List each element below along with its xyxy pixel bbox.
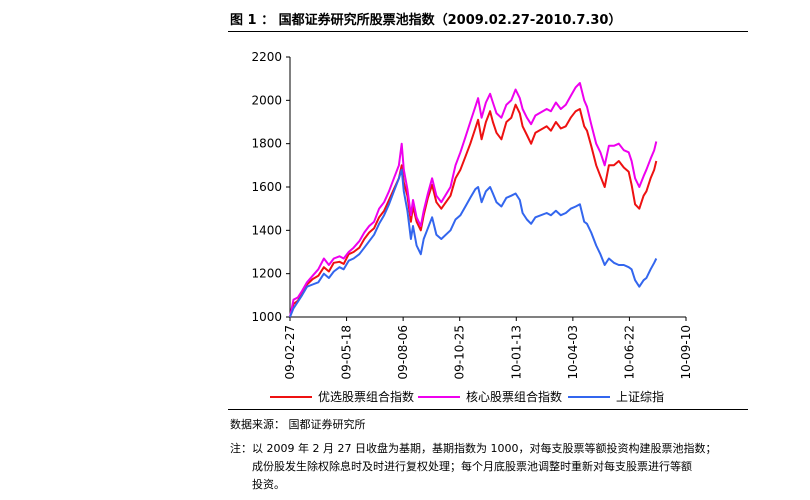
figure-title: 图 1 ： 国都证券研究所股票池指数（2009.02.27-2010.7.30） (230, 13, 622, 28)
y-tick-label: 1600 (251, 180, 282, 194)
series-line (289, 103, 658, 318)
legend-label: 核心股票组合指数 (466, 389, 562, 404)
y-tick-label: 1400 (251, 223, 282, 237)
legend-label: 上证综指 (616, 389, 664, 404)
data-source: 数据来源： 国都证券研究所 (230, 418, 366, 431)
x-tick-label: 09-10-25 (453, 325, 467, 379)
series-line (289, 82, 658, 318)
legend-label: 优选股票组合指数 (318, 389, 414, 404)
x-tick-label: 10-06-22 (622, 325, 636, 379)
y-tick-label: 1000 (251, 310, 282, 324)
plot-area: 1000 1200 1400 1600 1800 2000 2200 09-02-27 09-0… (251, 50, 693, 379)
x-tick-label: 09-08-06 (396, 325, 410, 379)
legend: 优选股票组合指数 核心股票组合指数 上证综指 (270, 389, 664, 404)
y-tick-label: 2200 (251, 50, 282, 64)
x-tick-label: 10-04-03 (566, 325, 580, 379)
x-tick-label: 10-01-13 (509, 325, 523, 379)
top-rule (228, 31, 748, 32)
x-tick-label: 10-09-10 (679, 325, 693, 379)
notes: 注：以 2009 年 2 月 27 日收盘为基期，基期指数为 1000，对每支股… (230, 440, 716, 494)
x-tick-label: 09-02-27 (283, 325, 297, 379)
y-tick-label: 1200 (251, 267, 282, 281)
line-chart: 1000 1200 1400 1600 1800 2000 2200 09-02-27 09-0… (251, 50, 693, 404)
note-line: 注：以 2009 年 2 月 27 日收盘为基期，基期指数为 1000，对每支股… (230, 442, 717, 455)
note-line: 成份股发生除权除息时及时进行复权处理；每个月底股票池调整时重新对每支股票进行等额 (252, 460, 692, 473)
x-tick-label: 09-05-18 (340, 325, 354, 379)
y-tick-label: 2000 (251, 93, 282, 107)
y-tick-label: 1800 (251, 137, 282, 151)
series-line (289, 168, 658, 318)
note-line: 投资。 (252, 478, 285, 491)
bottom-rule (228, 409, 748, 410)
